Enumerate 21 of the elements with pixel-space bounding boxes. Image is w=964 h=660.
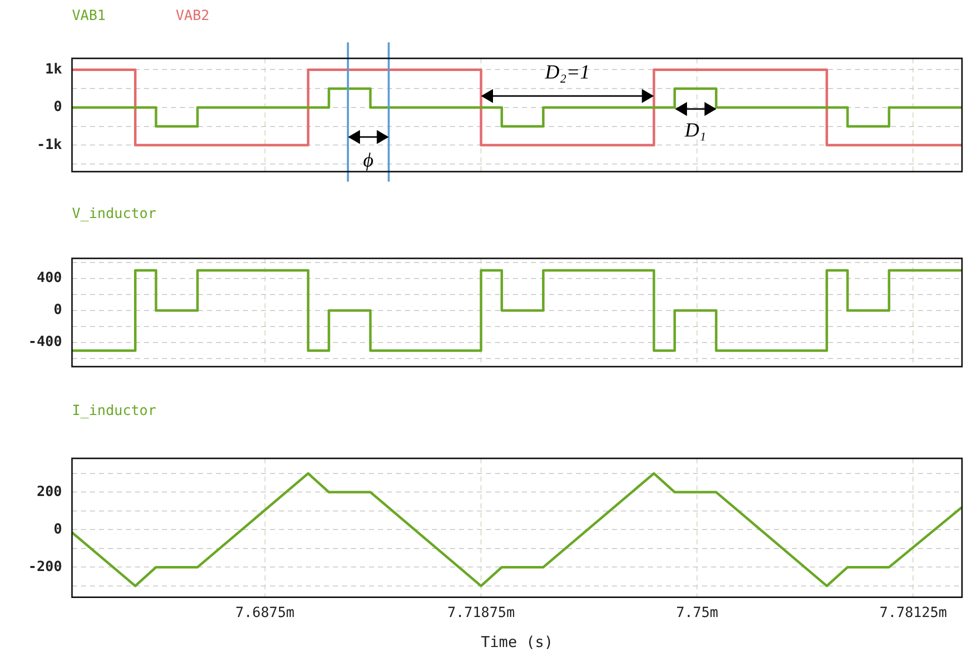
y-tick-label: 400	[36, 270, 62, 286]
x-tick-label: 7.6875m	[235, 605, 294, 622]
y-tick-label: 1k	[45, 61, 63, 78]
y-tick-label: -200	[28, 558, 62, 575]
y-tick-label: 200	[36, 484, 62, 500]
y-tick-label: -1k	[36, 136, 63, 153]
text: I_inductor	[72, 403, 156, 419]
x-tick-label: 7.75m	[676, 605, 718, 622]
annotation: D₁	[684, 120, 706, 142]
text: VAB1	[72, 8, 106, 24]
annotation: D₂=1	[544, 62, 590, 84]
y-tick-label: 0	[54, 302, 62, 318]
annotation: ϕ	[363, 150, 374, 172]
y-tick-label: 0	[54, 521, 62, 538]
text: V_inductor	[72, 206, 156, 222]
x-axis-title: Time (s)	[480, 632, 554, 651]
x-tick-label: 7.71875m	[447, 605, 515, 622]
y-tick-label: -400	[28, 334, 62, 350]
x-tick-label: 7.78125m	[880, 605, 947, 622]
text: VAB2	[176, 8, 210, 24]
y-tick-label: 0	[54, 99, 62, 116]
